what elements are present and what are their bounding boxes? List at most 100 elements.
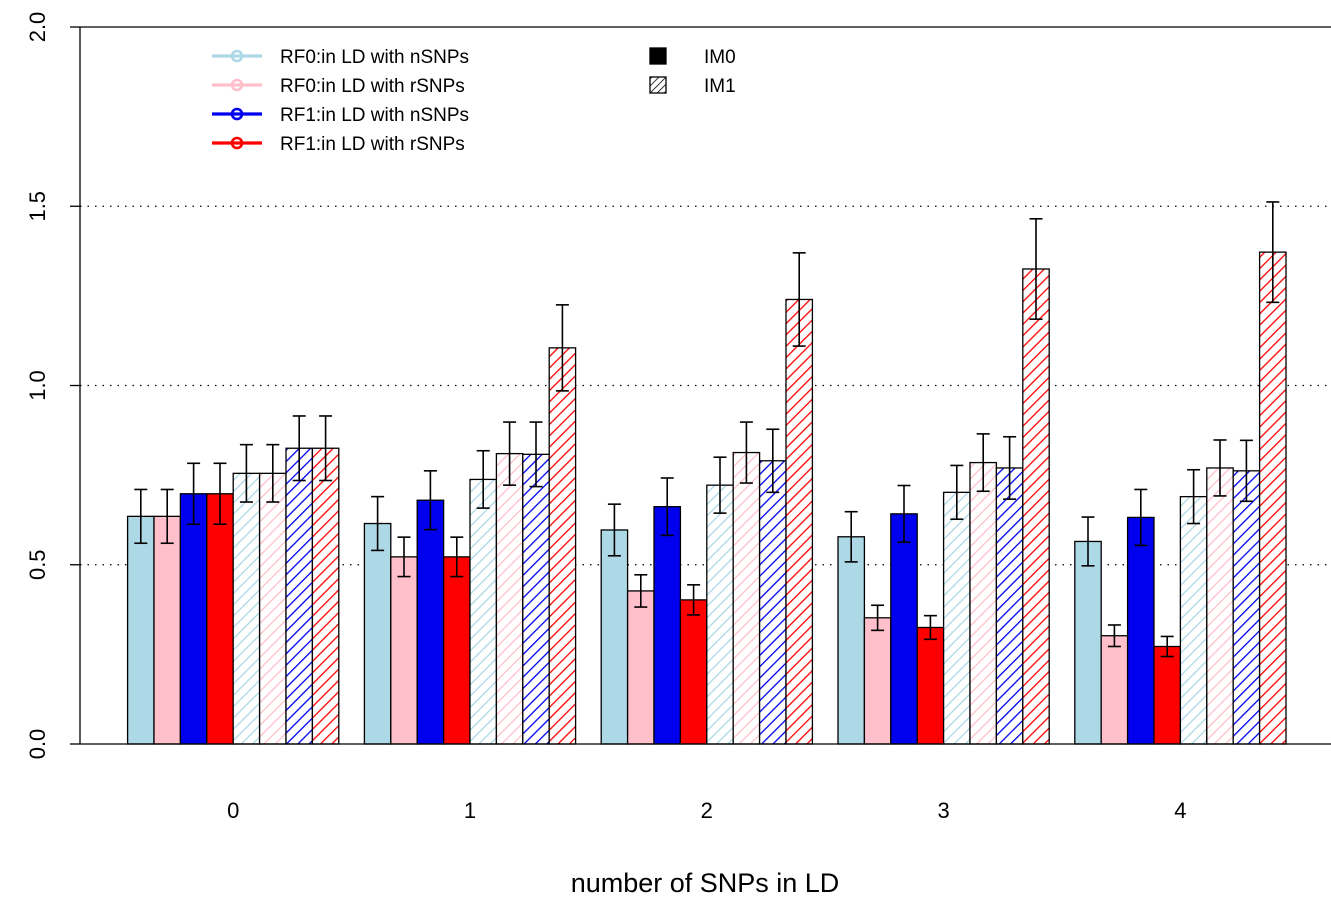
legend-item: RF1:in LD with rSNPs (212, 134, 465, 155)
bar (126, 515, 155, 745)
bar (1206, 467, 1234, 745)
error-bar (239, 443, 253, 503)
bar (1126, 516, 1155, 745)
error-bar (923, 614, 937, 641)
bar (1179, 495, 1208, 745)
bar (390, 556, 418, 745)
error-bar (1266, 201, 1280, 304)
bar (863, 617, 892, 745)
bar (837, 536, 866, 745)
error-bar (713, 456, 727, 514)
bar (758, 460, 787, 745)
error-bar (950, 464, 964, 521)
legend-item: IM0 (649, 47, 736, 68)
legend-label: RF0:in LD with nSNPs (280, 47, 469, 68)
error-bar (450, 536, 464, 578)
bar (311, 447, 340, 745)
error-bar (476, 449, 490, 509)
error-bar (397, 536, 411, 578)
error-bar (634, 573, 648, 608)
bar (916, 626, 945, 745)
bar (706, 484, 734, 745)
bar (416, 499, 445, 745)
legend-label: RF1:in LD with rSNPs (280, 134, 465, 155)
bar (258, 472, 287, 745)
error-bar (976, 433, 990, 493)
bar (1232, 470, 1261, 745)
bar (626, 590, 655, 745)
error-bar (1107, 624, 1121, 648)
axes: 0.0 0.5 1.0 1.5 2.0 0 1 2 3 4 (25, 12, 1331, 823)
legend-label: RF0:in LD with rSNPs (280, 76, 465, 97)
y-tick-label: 0.0 (25, 729, 50, 760)
bar (363, 522, 392, 745)
x-tick-label: 4 (1174, 798, 1186, 823)
bar (522, 453, 550, 745)
bar (1074, 540, 1102, 745)
error-bar (319, 415, 333, 482)
error-bar (897, 484, 911, 543)
error-bar (660, 477, 674, 537)
bar (1153, 645, 1182, 745)
legend: RF0:in LD with nSNPs RF0:in LD with rSNPs… (212, 47, 736, 155)
x-tick-label: 0 (227, 798, 239, 823)
bar (732, 451, 761, 745)
y-tick-label: 0.5 (25, 549, 50, 580)
bar (679, 599, 708, 745)
bar (495, 452, 524, 745)
bar (1022, 268, 1050, 745)
bar (969, 461, 998, 745)
error-bar (187, 462, 201, 526)
bar (890, 513, 918, 745)
legend-label: IM0 (704, 47, 736, 68)
bars (126, 251, 1287, 745)
error-bar (160, 488, 174, 545)
error-bar (1239, 439, 1253, 503)
error-bar (292, 415, 306, 482)
error-bar (266, 443, 280, 503)
error-bar (555, 304, 569, 392)
x-axis-label: number of SNPs in LD (571, 868, 840, 898)
legend-label: IM1 (704, 76, 736, 97)
bar (548, 347, 577, 745)
error-bar (371, 495, 385, 552)
error-bar (1029, 217, 1043, 320)
legend-item: RF1:in LD with nSNPs (212, 105, 469, 126)
legend-item: RF0:in LD with rSNPs (212, 76, 465, 97)
error-bar (1160, 635, 1174, 658)
bar (153, 515, 182, 745)
x-tick-label: 1 (464, 798, 476, 823)
error-bar (529, 421, 543, 488)
bar (232, 472, 261, 745)
bar (1258, 251, 1287, 745)
error-bar (423, 470, 437, 531)
error-bar (1003, 435, 1017, 500)
legend-item: RF0:in LD with nSNPs (212, 47, 469, 68)
bar (469, 478, 498, 745)
x-tick-label: 2 (701, 798, 713, 823)
bar (206, 493, 234, 745)
legend-label: RF1:in LD with nSNPs (280, 105, 469, 126)
error-bar (1213, 439, 1227, 497)
x-tick-label: 3 (937, 798, 949, 823)
error-bar (687, 584, 701, 616)
error-bar (134, 488, 148, 545)
bar (1100, 635, 1129, 745)
bar (600, 529, 629, 745)
error-bar (1187, 468, 1201, 525)
error-bar (739, 421, 753, 484)
bar (179, 493, 208, 745)
error-bar (213, 462, 227, 526)
grid (80, 205, 1331, 566)
error-bar (871, 604, 885, 632)
y-tick-label: 2.0 (25, 12, 50, 43)
error-bar (607, 503, 621, 557)
bar (785, 298, 814, 745)
error-bar (1134, 488, 1148, 547)
error-bars (134, 201, 1280, 658)
error-bar (844, 510, 858, 563)
bar (285, 447, 314, 745)
bar (995, 467, 1024, 745)
error-bar (766, 428, 780, 494)
